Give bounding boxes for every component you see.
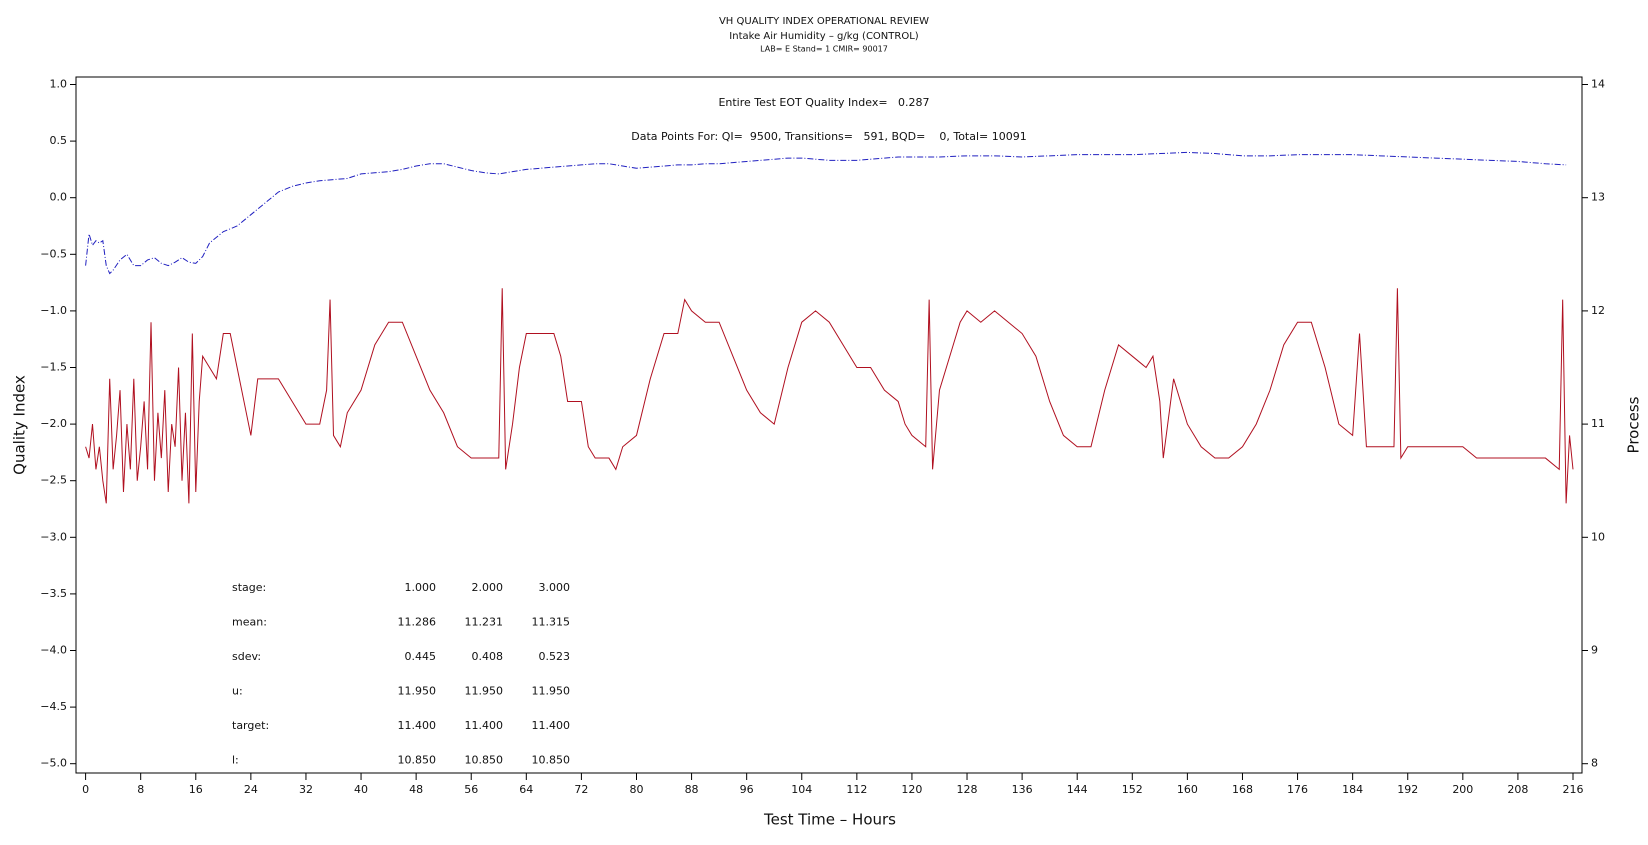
stats-value: 11.315 xyxy=(532,616,571,629)
y2-tick-label: 13 xyxy=(1591,191,1605,204)
x-tick-label: 200 xyxy=(1452,783,1473,796)
x-tick-label: 176 xyxy=(1287,783,1308,796)
y2-tick-label: 8 xyxy=(1591,757,1598,770)
y-tick-label: −5.0 xyxy=(40,757,67,770)
y-tick-label: −3.0 xyxy=(40,530,67,543)
y-axis-label: Quality Index xyxy=(11,375,29,475)
y-tick-label: −4.5 xyxy=(40,700,67,713)
x-tick-label: 88 xyxy=(685,783,699,796)
x-tick-label: 208 xyxy=(1507,783,1528,796)
x-tick-label: 152 xyxy=(1122,783,1143,796)
x-tick-label: 0 xyxy=(82,783,89,796)
y-tick-label: −3.5 xyxy=(40,587,67,600)
chart-subtitle: Intake Air Humidity – g/kg (CONTROL) xyxy=(729,31,918,42)
stats-value: 11.400 xyxy=(465,719,504,732)
stats-value: 0.445 xyxy=(405,650,437,663)
x-tick-label: 184 xyxy=(1342,783,1363,796)
y2-tick-label: 14 xyxy=(1591,78,1605,91)
x-tick-label: 96 xyxy=(740,783,754,796)
chart-title: VH QUALITY INDEX OPERATIONAL REVIEW xyxy=(719,16,929,27)
x-tick-label: 16 xyxy=(189,783,203,796)
stats-value: 11.950 xyxy=(465,685,504,698)
stats-value: 11.400 xyxy=(398,719,437,732)
y-tick-label: −2.5 xyxy=(40,474,67,487)
stats-value: 2.000 xyxy=(472,581,504,594)
x-tick-label: 56 xyxy=(464,783,478,796)
x-axis-label: Test Time – Hours xyxy=(763,811,896,829)
y2-tick-label: 10 xyxy=(1591,530,1605,543)
stats-value: 11.231 xyxy=(465,616,504,629)
stats-value: 11.286 xyxy=(398,616,437,629)
annotation: Entire Test EOT Quality Index= 0.287 xyxy=(718,96,929,109)
x-tick-label: 80 xyxy=(629,783,643,796)
stats-label: sdev: xyxy=(232,650,261,663)
x-tick-label: 120 xyxy=(901,783,922,796)
stats-label: mean: xyxy=(232,616,267,629)
x-tick-label: 136 xyxy=(1012,783,1033,796)
stats-value: 10.850 xyxy=(465,754,504,767)
x-tick-label: 8 xyxy=(137,783,144,796)
x-tick-label: 72 xyxy=(574,783,588,796)
stats-label: u: xyxy=(232,685,243,698)
stats-label: l: xyxy=(232,754,239,767)
y-tick-label: −0.5 xyxy=(40,247,67,260)
stats-value: 1.000 xyxy=(405,581,437,594)
plot-frame xyxy=(75,76,1583,774)
stats-label: target: xyxy=(232,719,269,732)
y-tick-label: −1.0 xyxy=(40,304,67,317)
y-tick-label: −4.0 xyxy=(40,644,67,657)
x-tick-label: 32 xyxy=(299,783,313,796)
stats-label: stage: xyxy=(232,581,266,594)
y2-tick-label: 11 xyxy=(1591,417,1605,430)
annotation: Data Points For: QI= 9500, Transitions= … xyxy=(631,130,1026,143)
y-tick-label: 1.0 xyxy=(50,78,68,91)
y2-tick-label: 9 xyxy=(1591,644,1598,657)
x-tick-label: 64 xyxy=(519,783,533,796)
stats-value: 10.850 xyxy=(398,754,437,767)
stats-value: 0.408 xyxy=(472,650,504,663)
chart-note: LAB= E Stand= 1 CMIR= 90017 xyxy=(760,45,888,54)
stats-value: 11.950 xyxy=(398,685,437,698)
y2-tick-label: 12 xyxy=(1591,304,1605,317)
x-tick-label: 104 xyxy=(791,783,812,796)
x-tick-label: 40 xyxy=(354,783,368,796)
x-tick-label: 144 xyxy=(1067,783,1088,796)
x-tick-label: 216 xyxy=(1563,783,1584,796)
stats-value: 0.523 xyxy=(539,650,571,663)
y2-axis-label: Process xyxy=(1625,396,1643,453)
x-tick-label: 128 xyxy=(957,783,978,796)
y-tick-label: 0.5 xyxy=(50,134,68,147)
stats-value: 3.000 xyxy=(539,581,571,594)
stats-value: 10.850 xyxy=(532,754,571,767)
stats-value: 11.950 xyxy=(532,685,571,698)
x-tick-label: 24 xyxy=(244,783,258,796)
x-tick-label: 192 xyxy=(1397,783,1418,796)
y-tick-label: 0.0 xyxy=(50,191,68,204)
series-line xyxy=(85,151,1567,275)
series-line xyxy=(85,288,1574,504)
x-tick-label: 48 xyxy=(409,783,423,796)
x-tick-label: 168 xyxy=(1232,783,1253,796)
x-tick-label: 160 xyxy=(1177,783,1198,796)
y-tick-label: −2.0 xyxy=(40,417,67,430)
stats-value: 11.400 xyxy=(532,719,571,732)
x-tick-label: 112 xyxy=(846,783,867,796)
y-tick-label: −1.5 xyxy=(40,361,67,374)
